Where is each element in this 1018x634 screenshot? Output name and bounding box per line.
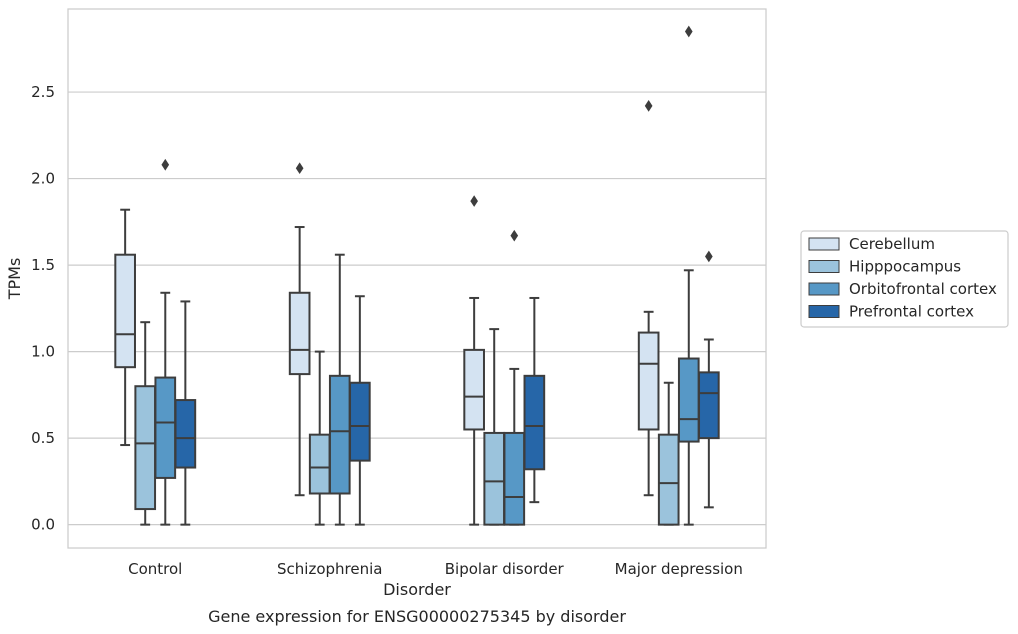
box	[114, 208, 136, 447]
box-body	[288, 291, 311, 376]
box-body	[328, 374, 351, 495]
plot-frame	[67, 8, 767, 549]
box-body	[657, 433, 680, 526]
outlier-point	[510, 229, 519, 242]
box-body	[174, 399, 197, 469]
box	[134, 321, 157, 526]
y-tick-label: 0.0	[31, 516, 55, 534]
legend-label: Orbitofrontal cortex	[849, 280, 997, 298]
legend-swatch	[808, 282, 840, 296]
series-orbitofrontal-cortex	[154, 25, 700, 526]
box-body	[523, 374, 546, 471]
outlier-point	[644, 100, 653, 112]
box	[677, 25, 700, 526]
y-tick-label: 2.0	[31, 170, 55, 188]
box	[349, 295, 371, 526]
box-series-layer	[114, 25, 720, 526]
box	[523, 296, 546, 504]
y-axis-label: TPMs	[5, 258, 24, 301]
series-cerebellum	[114, 100, 660, 526]
y-tick-label: 1.0	[31, 343, 55, 361]
box-body	[134, 385, 157, 511]
box-body	[503, 431, 526, 526]
y-tick-label: 2.5	[31, 83, 55, 101]
box-body	[463, 348, 485, 431]
legend: Cerebellum Hipppocampus Orbitofrontal cort…	[800, 230, 1009, 328]
legend-label: Prefrontal cortex	[849, 303, 974, 321]
box-body	[698, 371, 720, 440]
box	[698, 250, 720, 509]
legend-label: Cerebellum	[849, 235, 935, 253]
outlier-point	[295, 162, 304, 175]
outlier-point	[470, 195, 478, 207]
y-tick-label: 0.5	[31, 429, 55, 447]
box	[154, 158, 177, 526]
x-axis-label: Disorder	[383, 580, 451, 599]
y-tick-label: 1.5	[31, 256, 55, 274]
box	[637, 100, 660, 497]
legend-swatch	[808, 305, 840, 318]
box	[308, 350, 331, 526]
box-body	[349, 381, 371, 462]
legend-swatch	[808, 237, 840, 251]
y-axis-ticks: 0.0 0.5 1.0 1.5 2.0 2.5	[31, 83, 55, 534]
box-body	[637, 331, 660, 431]
box-body	[154, 376, 177, 479]
chart-caption: Gene expression for ENSG00000275345 by d…	[208, 607, 626, 626]
x-tick-label: Major depression	[615, 560, 743, 578]
box	[174, 300, 197, 526]
x-tick-label: Bipolar disorder	[445, 560, 565, 578]
box	[483, 328, 506, 526]
box	[463, 195, 485, 526]
x-axis-ticks: Control Schizophrenia Bipolar disorder Majo…	[128, 560, 743, 578]
legend-frame	[800, 230, 1009, 328]
series-hipppocampus	[134, 321, 680, 526]
legend-swatch	[808, 260, 840, 273]
box	[503, 229, 526, 526]
legend-label: Hipppocampus	[849, 258, 961, 276]
outlier-point	[161, 158, 170, 171]
box-body	[114, 253, 136, 369]
series-prefrontal-cortex	[174, 250, 720, 526]
box	[657, 381, 680, 526]
x-tick-label: Control	[128, 560, 182, 578]
box-body	[483, 431, 506, 526]
box-body	[677, 357, 700, 443]
x-tick-label: Schizophrenia	[277, 560, 382, 578]
outlier-point	[705, 250, 713, 263]
outlier-point	[684, 25, 693, 38]
box-body	[308, 433, 331, 495]
box	[288, 162, 311, 497]
box	[328, 253, 351, 526]
